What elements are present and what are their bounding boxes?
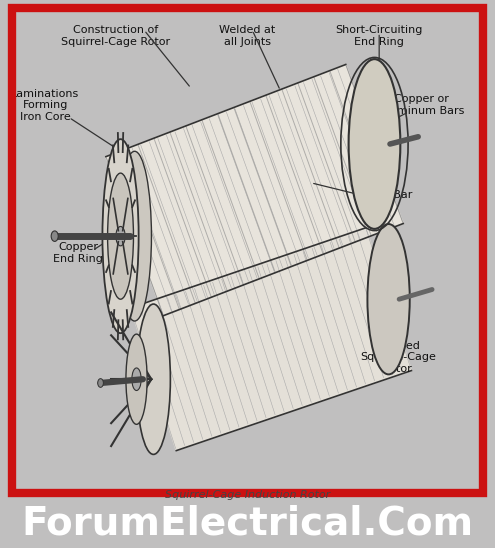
Text: Finished
Squirrel-Cage
Rotor: Finished Squirrel-Cage Rotor: [360, 341, 436, 374]
Ellipse shape: [118, 151, 151, 321]
Ellipse shape: [116, 226, 125, 246]
Ellipse shape: [102, 139, 139, 333]
Ellipse shape: [132, 368, 141, 391]
Ellipse shape: [107, 173, 134, 299]
Ellipse shape: [98, 379, 103, 387]
Text: Squirrel-Cage Induction Rotor: Squirrel-Cage Induction Rotor: [165, 490, 330, 500]
Text: Rotor Bar: Rotor Bar: [360, 190, 413, 200]
Text: Copper
End Ring: Copper End Ring: [53, 242, 103, 264]
Polygon shape: [106, 65, 403, 316]
Text: Welded at
all Joints: Welded at all Joints: [219, 25, 276, 47]
Polygon shape: [131, 228, 411, 450]
Text: Copper or
Aluminum Bars: Copper or Aluminum Bars: [379, 94, 464, 116]
Ellipse shape: [348, 59, 400, 229]
Ellipse shape: [126, 334, 147, 424]
Text: Construction of
Squirrel-Cage Rotor: Construction of Squirrel-Cage Rotor: [61, 25, 170, 47]
Ellipse shape: [367, 224, 410, 374]
Ellipse shape: [51, 231, 58, 242]
Text: ForumElectrical.Com: ForumElectrical.Com: [21, 505, 474, 543]
Text: Laminations
Forming
Iron Core: Laminations Forming Iron Core: [11, 89, 79, 122]
Ellipse shape: [137, 304, 170, 454]
Text: Short-Circuiting
End Ring: Short-Circuiting End Ring: [336, 25, 423, 47]
